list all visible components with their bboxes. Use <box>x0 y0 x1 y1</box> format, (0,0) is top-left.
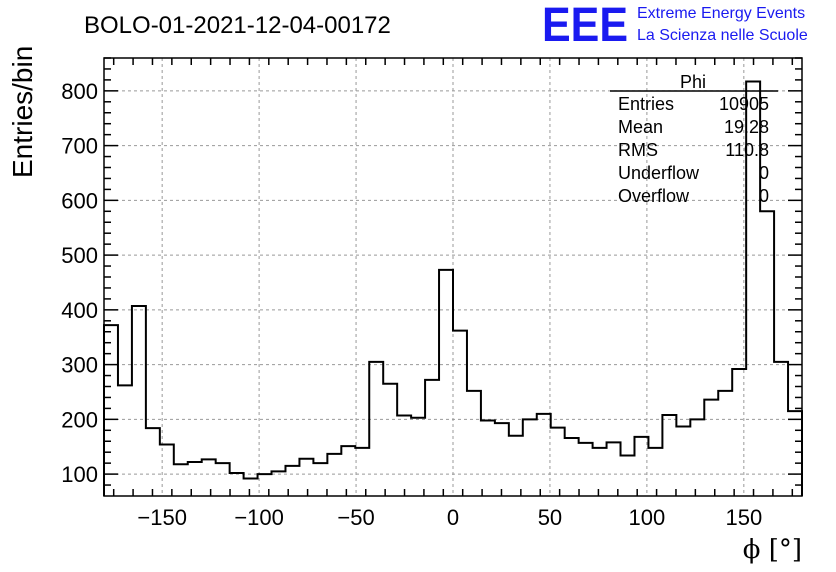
stats-row-label: Entries <box>618 94 674 114</box>
x-tick-label: 0 <box>447 505 459 530</box>
x-tick-label: 50 <box>538 505 562 530</box>
stats-row-value: 19.28 <box>724 117 769 137</box>
y-tick-label: 400 <box>61 298 98 323</box>
stats-rows: Entries 10905 Mean 19.28 RMS 110.8 Underflow 0 O… <box>618 94 769 206</box>
chart-title: BOLO-01-2021-12-04-00172 <box>84 12 391 39</box>
stats-row-value: 0 <box>759 163 769 183</box>
stats-row-value: 0 <box>759 186 769 206</box>
x-tick-label: 100 <box>629 505 666 530</box>
y-tick-label: 500 <box>61 243 98 268</box>
x-tick-label: −100 <box>234 505 284 530</box>
eee-logo: EEE Extreme Energy Events La Scienza nel… <box>542 0 808 52</box>
eee-logo-line1: Extreme Energy Events <box>637 5 805 22</box>
histogram-outline <box>103 80 803 496</box>
y-tick-label: 800 <box>61 79 98 104</box>
grid-lines <box>104 58 802 496</box>
axis-ticks <box>104 57 802 496</box>
eee-logo-mark: EEE <box>542 0 628 52</box>
x-tick-label: −50 <box>337 505 374 530</box>
y-axis-title: Entries/bin <box>7 46 38 178</box>
x-tick-labels: −150 −100 −50 0 50 100 150 <box>137 505 762 530</box>
stats-row-label: RMS <box>618 140 658 160</box>
y-tick-label: 100 <box>61 462 98 487</box>
x-axis-title: ϕ [°] <box>743 535 802 565</box>
y-tick-label: 300 <box>61 353 98 378</box>
stats-title: Phi <box>680 72 706 92</box>
stats-row-label: Mean <box>618 117 663 137</box>
stats-box: Phi Entries 10905 Mean 19.28 RMS 110.8 Underfl… <box>610 72 778 206</box>
stats-row-label: Underflow <box>618 163 700 183</box>
y-tick-labels: 100 200 300 400 500 600 700 800 <box>61 79 98 487</box>
y-tick-label: 600 <box>61 188 98 213</box>
y-tick-label: 700 <box>61 134 98 159</box>
stats-row-value: 10905 <box>719 94 769 114</box>
x-tick-label: 150 <box>725 505 762 530</box>
stats-row-value: 110.8 <box>725 140 769 160</box>
x-tick-label: −150 <box>137 505 187 530</box>
eee-logo-line2: La Scienza nelle Scuole <box>637 27 808 44</box>
y-tick-label: 200 <box>61 407 98 432</box>
stats-row-label: Overflow <box>618 186 690 206</box>
